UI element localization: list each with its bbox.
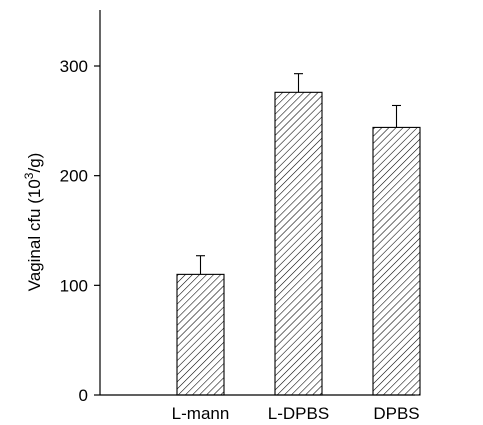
y-axis-title-main: Vaginal cfu (10 (25, 179, 44, 291)
x-category-label: L-DPBS (268, 404, 329, 423)
y-tick-label: 300 (60, 57, 88, 76)
x-labels: L-mann L-DPBS DPBS (172, 404, 420, 423)
y-tick-label: 0 (79, 386, 88, 405)
y-axis-title: Vaginal cfu (103/g) (22, 153, 44, 292)
error-bars (196, 73, 401, 275)
y-ticks: 0 100 200 300 (60, 57, 100, 405)
bars (176, 91, 421, 396)
x-category-label: L-mann (172, 404, 230, 423)
y-axis-title-suffix: /g) (25, 153, 44, 173)
x-category-label: DPBS (373, 404, 419, 423)
bar-l-dpbs (274, 91, 323, 396)
bar-dpbs (372, 126, 421, 396)
y-axis-title-superscript: 3 (22, 172, 36, 179)
y-tick-label: 100 (60, 276, 88, 295)
bar-l-mann (176, 273, 225, 396)
y-tick-label: 200 (60, 167, 88, 186)
